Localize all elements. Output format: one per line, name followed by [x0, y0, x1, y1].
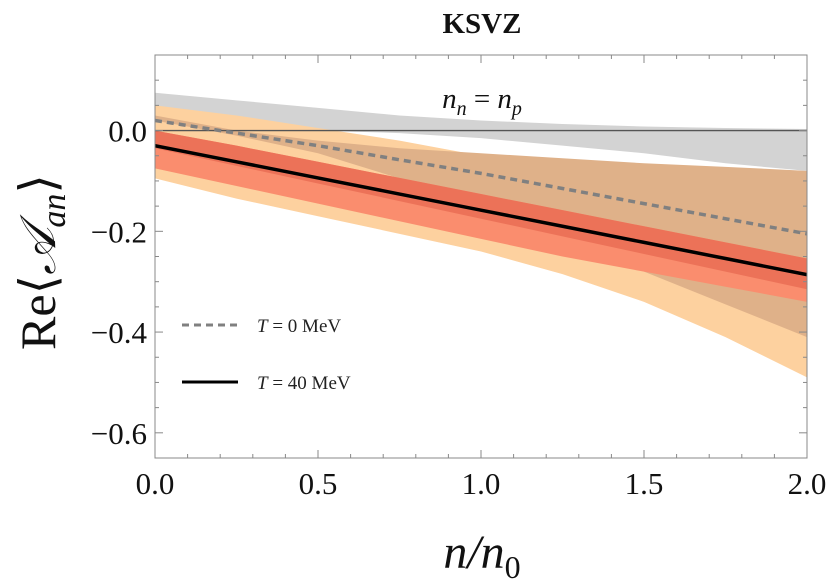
- x-tick-label: 0.0: [136, 466, 175, 501]
- svg-text:n/n0: n/n0: [443, 526, 520, 585]
- y-tick-label: −0.2: [91, 214, 147, 249]
- x-axis-label: n/n0: [443, 526, 520, 585]
- series-line-1: [155, 143, 807, 277]
- y-tick-label: −0.4: [91, 315, 148, 350]
- legend-label-1: T = 40 MeV: [257, 373, 351, 394]
- svg-text:Re⟨𝒜an⟩: Re⟨𝒜an⟩: [9, 174, 73, 350]
- series-line-0: [155, 118, 807, 236]
- band-0: [155, 92, 807, 171]
- annotation-label: nn = np: [442, 83, 522, 120]
- band-2: [155, 115, 807, 338]
- plot-area: 0.0 0.5 1.0 1.5 2.0 0.0 −0.2 −0.4 −0.6 nn = np T =…: [91, 54, 827, 501]
- x-tick-label: 1.0: [462, 466, 501, 501]
- x-tick-label: 1.5: [625, 466, 664, 501]
- chart-title: KSVZ: [443, 8, 522, 40]
- x-tick-label: 0.5: [299, 466, 338, 501]
- y-tick-label: −0.6: [91, 416, 147, 451]
- x-tick-label: 2.0: [788, 466, 827, 501]
- legend-label-0: T = 0 MeV: [257, 316, 341, 337]
- y-axis-label: Re⟨𝒜an⟩: [9, 174, 73, 350]
- y-tick-label: 0.0: [108, 114, 147, 149]
